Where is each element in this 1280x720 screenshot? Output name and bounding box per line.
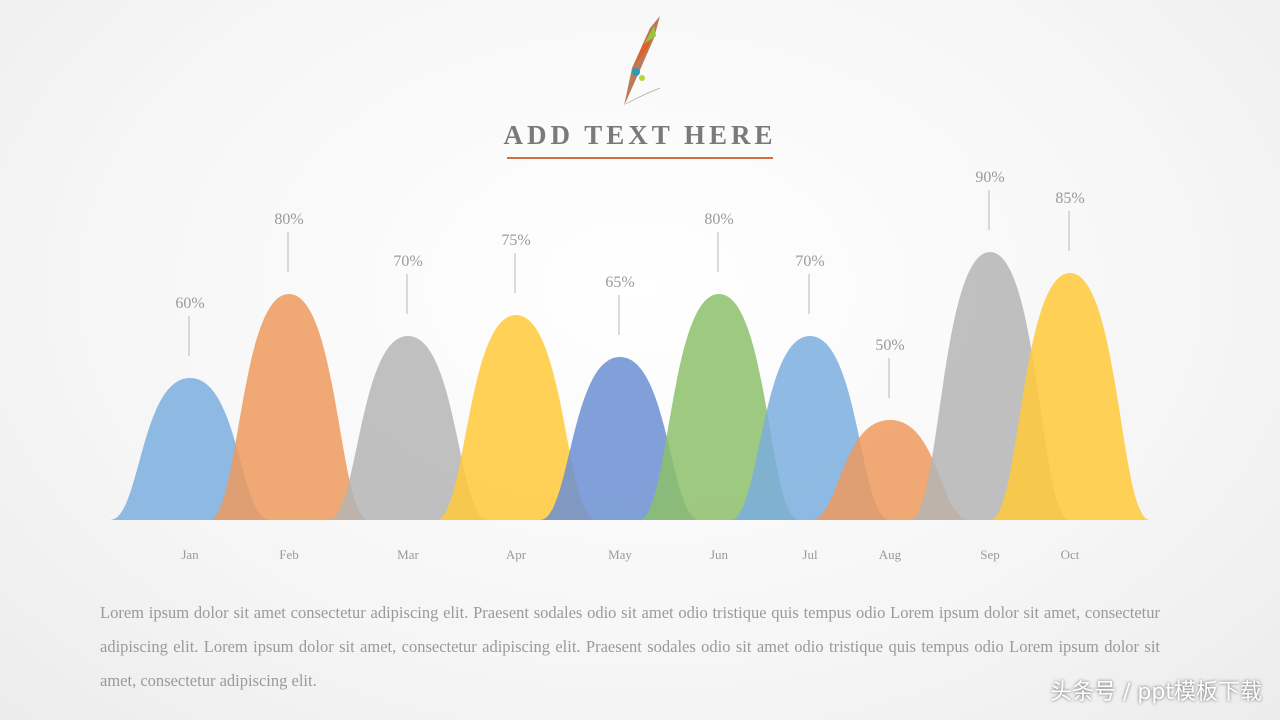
- bell-mar: [328, 336, 488, 520]
- bell-area-chart: 60% Jan 80% Feb 70% Mar 75% Apr 65% May 80% Jun 70% J…: [110, 169, 1150, 562]
- bell-apr: [436, 315, 596, 520]
- bell-feb: [209, 294, 369, 520]
- title-underline: [507, 157, 773, 159]
- value-label: 65%: [605, 274, 634, 291]
- value-label: 80%: [274, 211, 303, 228]
- value-label: 50%: [875, 337, 904, 354]
- value-label: 75%: [501, 232, 530, 249]
- body-paragraph: Lorem ipsum dolor sit amet consectetur a…: [100, 603, 1160, 690]
- slide-title: ADD TEXT HERE: [503, 120, 777, 150]
- category-label: Aug: [879, 547, 902, 562]
- category-label: Mar: [397, 547, 419, 562]
- value-label: 90%: [975, 169, 1004, 186]
- category-label: Oct: [1061, 547, 1080, 562]
- category-label: Feb: [279, 547, 299, 562]
- category-label: Apr: [506, 547, 527, 562]
- value-label: 70%: [393, 253, 422, 270]
- category-label: May: [608, 547, 632, 562]
- value-label: 85%: [1055, 190, 1084, 207]
- category-label: Jul: [802, 547, 818, 562]
- category-label: Jan: [181, 547, 199, 562]
- value-label: 80%: [704, 211, 733, 228]
- feather-pen-icon: [624, 16, 661, 106]
- category-label: Sep: [980, 547, 1000, 562]
- bell-oct: [990, 273, 1150, 520]
- category-label: Jun: [710, 547, 729, 562]
- value-label: 70%: [795, 253, 824, 270]
- value-label: 60%: [175, 295, 204, 312]
- watermark: 头条号 / ppt模板下载: [1050, 680, 1262, 705]
